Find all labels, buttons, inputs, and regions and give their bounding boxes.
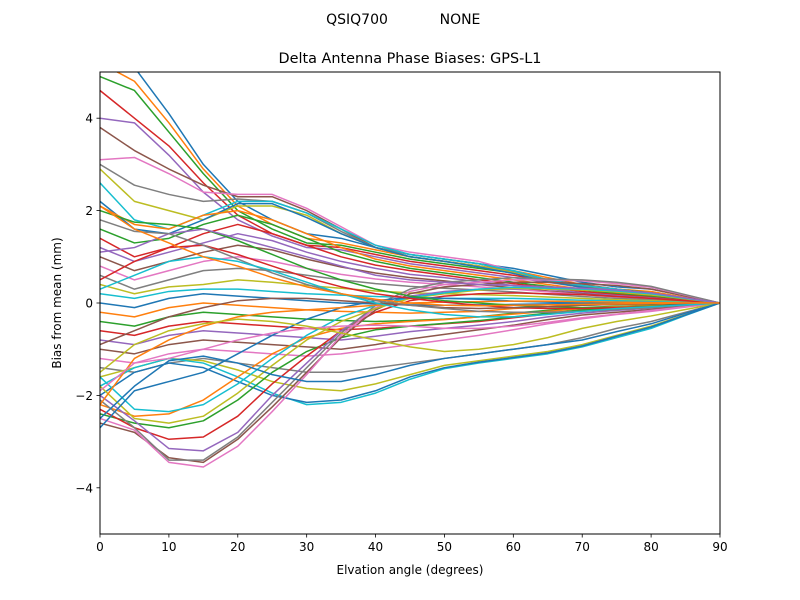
chart-title: Delta Antenna Phase Biases: GPS-L1 [279,51,542,67]
x-tick-label: 60 [506,540,521,554]
x-tick-label: 20 [230,540,245,554]
y-tick-label: 2 [85,204,93,218]
x-axis-label: Elvation angle (degrees) [337,563,484,577]
radome-label: NONE [440,12,481,28]
x-tick-label: 50 [437,540,452,554]
x-tick-label: 0 [96,540,104,554]
series-line-s14 [100,223,720,304]
series-line-s49 [100,302,720,373]
y-tick-label: 0 [85,297,93,311]
series-line-s38 [100,276,720,461]
series-line-s30 [100,302,720,406]
y-tick-label: −4 [75,481,93,495]
series-line-s29 [100,302,720,392]
x-axis: 0 10 20 30 40 50 60 70 80 90 [96,534,728,554]
y-tick-label: −2 [75,389,93,403]
series-line-s48 [100,219,720,313]
series-line-s45 [100,228,720,304]
series-line-s47 [100,302,720,392]
x-tick-label: 90 [712,540,727,554]
series-line-s34 [100,292,720,441]
series-line-s28 [100,302,720,374]
series-line-s32 [100,302,720,417]
x-tick-label: 10 [161,540,176,554]
x-tick-label: 70 [575,540,590,554]
antenna-label: QSIQ700 [326,12,388,28]
series-line-s36 [100,281,720,464]
series-layer [100,72,720,468]
series-line-s13 [100,214,720,304]
series-line-s18 [100,267,720,304]
series-line-s37 [100,279,720,468]
series-line-s52 [100,205,720,307]
series-line-s12 [100,205,720,304]
x-tick-label: 80 [643,540,658,554]
series-line-s15 [100,232,720,304]
x-tick-label: 40 [368,540,383,554]
y-axis-label: Bias from mean (mm) [50,237,64,368]
x-tick-label: 30 [299,540,314,554]
series-line-s25 [100,302,720,346]
series-line-s19 [100,279,720,304]
y-tick-label: 4 [85,112,93,126]
series-line-s31 [100,302,720,404]
series-line-s51 [100,302,720,420]
series-line-s26 [100,302,720,355]
y-axis: −4 −2 0 2 4 [75,112,100,495]
